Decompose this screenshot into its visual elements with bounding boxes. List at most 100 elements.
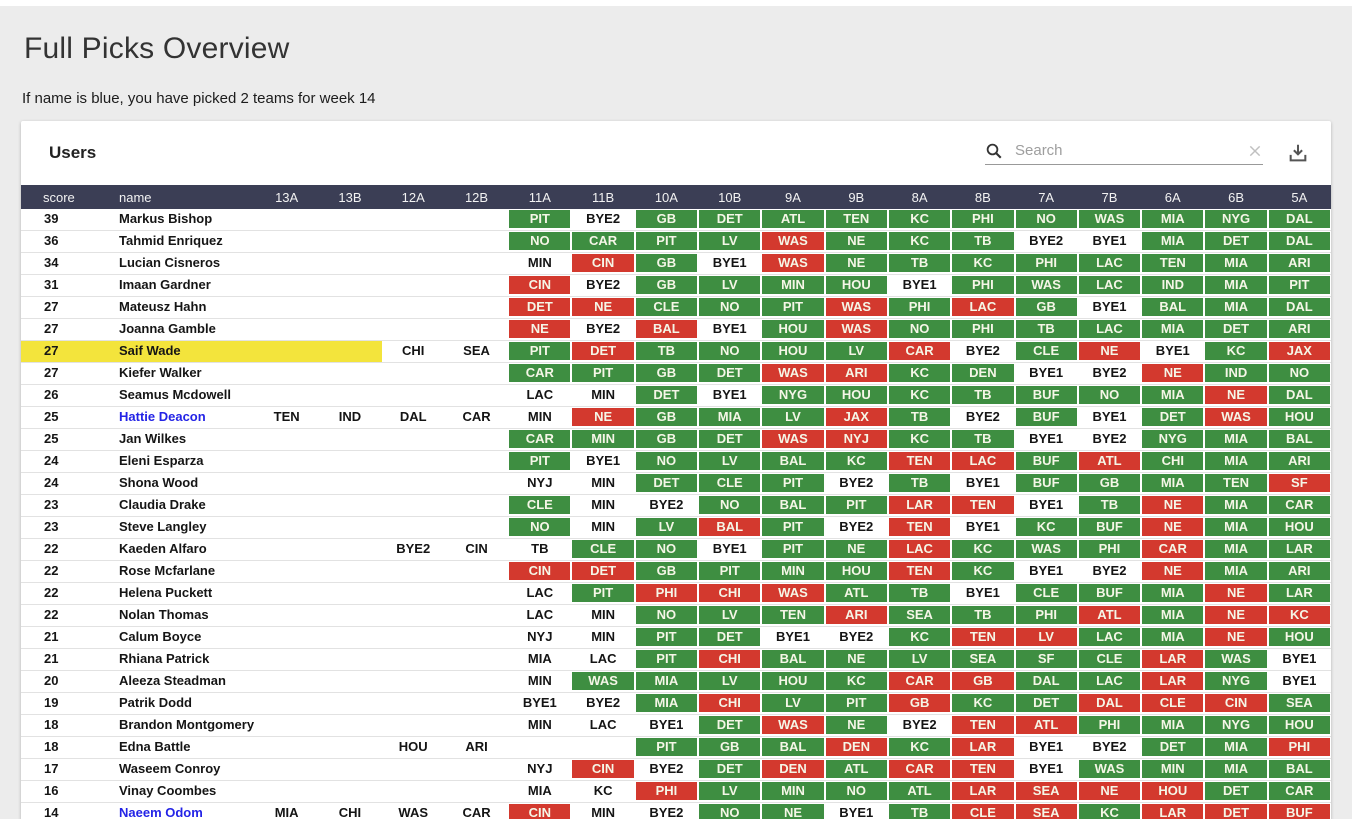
pick-chip: KC xyxy=(1015,518,1077,536)
pick-chip: BYE2 xyxy=(586,321,621,336)
table-row: 21 Calum Boyce NYJ MIN PIT DET BYE1 BYE2 KC TEN LV… xyxy=(21,627,1331,649)
pick-cell: CAR xyxy=(888,341,951,362)
pick-cell: BYE2 xyxy=(571,319,634,340)
pick-chip: KC xyxy=(888,430,951,448)
search-input[interactable] xyxy=(1013,141,1247,160)
pick-chip: LAC xyxy=(1078,628,1141,646)
pick-cell: MIN xyxy=(508,671,571,692)
pick-cell: NYG xyxy=(1141,429,1204,450)
pick-chip: NO xyxy=(699,298,761,316)
column-header: 10B xyxy=(718,189,742,205)
pick-cell: LV xyxy=(825,341,888,362)
pick-cell: CIN xyxy=(571,759,634,780)
pick-cell: LAC xyxy=(1078,275,1141,296)
pick-cell: BYE1 xyxy=(1268,649,1331,670)
pick-cell: GB xyxy=(635,363,698,384)
pick-cell: CAR xyxy=(508,363,571,384)
pick-chip: BYE1 xyxy=(776,629,810,644)
pick-cell: NE xyxy=(825,253,888,274)
pick-chip: DAL xyxy=(1268,232,1330,250)
pick-chip: MIN xyxy=(762,782,824,800)
pick-cell xyxy=(445,517,508,538)
pick-cell xyxy=(255,627,318,648)
pick-chip: MIN xyxy=(591,629,616,644)
pick-cell: KC xyxy=(1204,341,1267,362)
pick-chip: DET xyxy=(699,716,761,734)
pick-cell: PIT xyxy=(635,627,698,648)
pick-cell xyxy=(318,231,381,252)
pick-cell xyxy=(382,759,445,780)
pick-cell: NE xyxy=(1078,341,1141,362)
pick-cell: GB xyxy=(635,429,698,450)
pick-cell: MIN xyxy=(571,385,634,406)
pick-cell: WAS xyxy=(825,319,888,340)
pick-cell xyxy=(445,363,508,384)
clear-search-icon[interactable] xyxy=(1247,143,1263,159)
pick-chip: NO xyxy=(509,232,571,250)
pick-chip: CHI xyxy=(402,343,425,358)
pick-chip: CAR xyxy=(1268,782,1330,800)
table-row: 18 Brandon Montgomery MIN LAC BYE1 DET WAS NE BY… xyxy=(21,715,1331,737)
pick-chip: BAL xyxy=(762,496,824,514)
pick-cell: LV xyxy=(698,671,761,692)
pick-cell: DET xyxy=(698,715,761,736)
pick-chip: HOU xyxy=(825,562,887,580)
pick-cell: TEN xyxy=(888,517,951,538)
page-subtitle: If name is blue, you have picked 2 teams… xyxy=(22,90,376,107)
pick-chip: GB xyxy=(952,672,1014,690)
pick-chip: GB xyxy=(635,562,698,580)
pick-chip: DEN xyxy=(762,760,824,778)
pick-cell xyxy=(318,451,381,472)
pick-cell xyxy=(318,671,381,692)
pick-cell: BAL xyxy=(1268,759,1331,780)
pick-chip: MIN xyxy=(527,717,552,732)
pick-cell: HOU xyxy=(1268,407,1331,428)
pick-chip: KC xyxy=(1078,804,1141,819)
pick-chip: GB xyxy=(1078,474,1141,492)
pick-cell xyxy=(382,209,445,230)
pick-cell xyxy=(382,605,445,626)
pick-cell xyxy=(382,231,445,252)
pick-chip: PHI xyxy=(1078,716,1141,734)
pick-chip: IND xyxy=(338,409,362,424)
pick-chip: CIN xyxy=(465,541,488,556)
pick-chip: ATL xyxy=(1078,606,1141,624)
pick-chip: TB xyxy=(635,342,698,360)
pick-chip: BYE1 xyxy=(1282,673,1317,688)
pick-cell: LV xyxy=(888,649,951,670)
pick-chip: MIA xyxy=(1142,628,1204,646)
score-cell: 22 xyxy=(44,607,59,622)
pick-cell: HOU xyxy=(825,385,888,406)
name-cell: Jan Wilkes xyxy=(119,431,187,446)
pick-cell: SF xyxy=(1268,473,1331,494)
pick-cell: DET xyxy=(1141,737,1204,758)
download-icon[interactable] xyxy=(1287,142,1309,164)
pick-chip: CAR xyxy=(1268,496,1330,514)
pick-chip: NO xyxy=(509,518,571,536)
pick-cell: MIA xyxy=(1204,275,1267,296)
pick-chip: TB xyxy=(1015,320,1077,338)
pick-chip: CAR xyxy=(509,364,571,382)
pick-chip: BYE2 xyxy=(839,629,874,644)
pick-cell: ATL xyxy=(888,781,951,802)
table-row: 27 Joanna Gamble NE BYE2 BAL BYE1 HOU WAS NO PHI T… xyxy=(21,319,1331,341)
pick-cell: LV xyxy=(761,407,824,428)
pick-cell: DET xyxy=(635,473,698,494)
pick-cell: NO xyxy=(508,517,571,538)
pick-chip: BYE2 xyxy=(1029,233,1064,248)
pick-cell: NO xyxy=(635,539,698,560)
pick-chip: TEN xyxy=(1205,474,1267,492)
score-cell: 27 xyxy=(21,341,97,362)
pick-cell: NE xyxy=(1141,561,1204,582)
column-header: 10A xyxy=(654,189,678,205)
pick-cell: DET xyxy=(698,429,761,450)
pick-chip: JAX xyxy=(825,408,887,426)
pick-cell: HOU xyxy=(761,319,824,340)
pick-chip: SEA xyxy=(1015,782,1077,800)
pick-cell: KC xyxy=(1268,605,1331,626)
pick-chip: DET xyxy=(699,430,761,448)
name-cell: Patrik Dodd xyxy=(119,695,192,710)
pick-cell: ARI xyxy=(825,605,888,626)
pick-cell xyxy=(382,561,445,582)
pick-chip: PIT xyxy=(1268,276,1330,294)
